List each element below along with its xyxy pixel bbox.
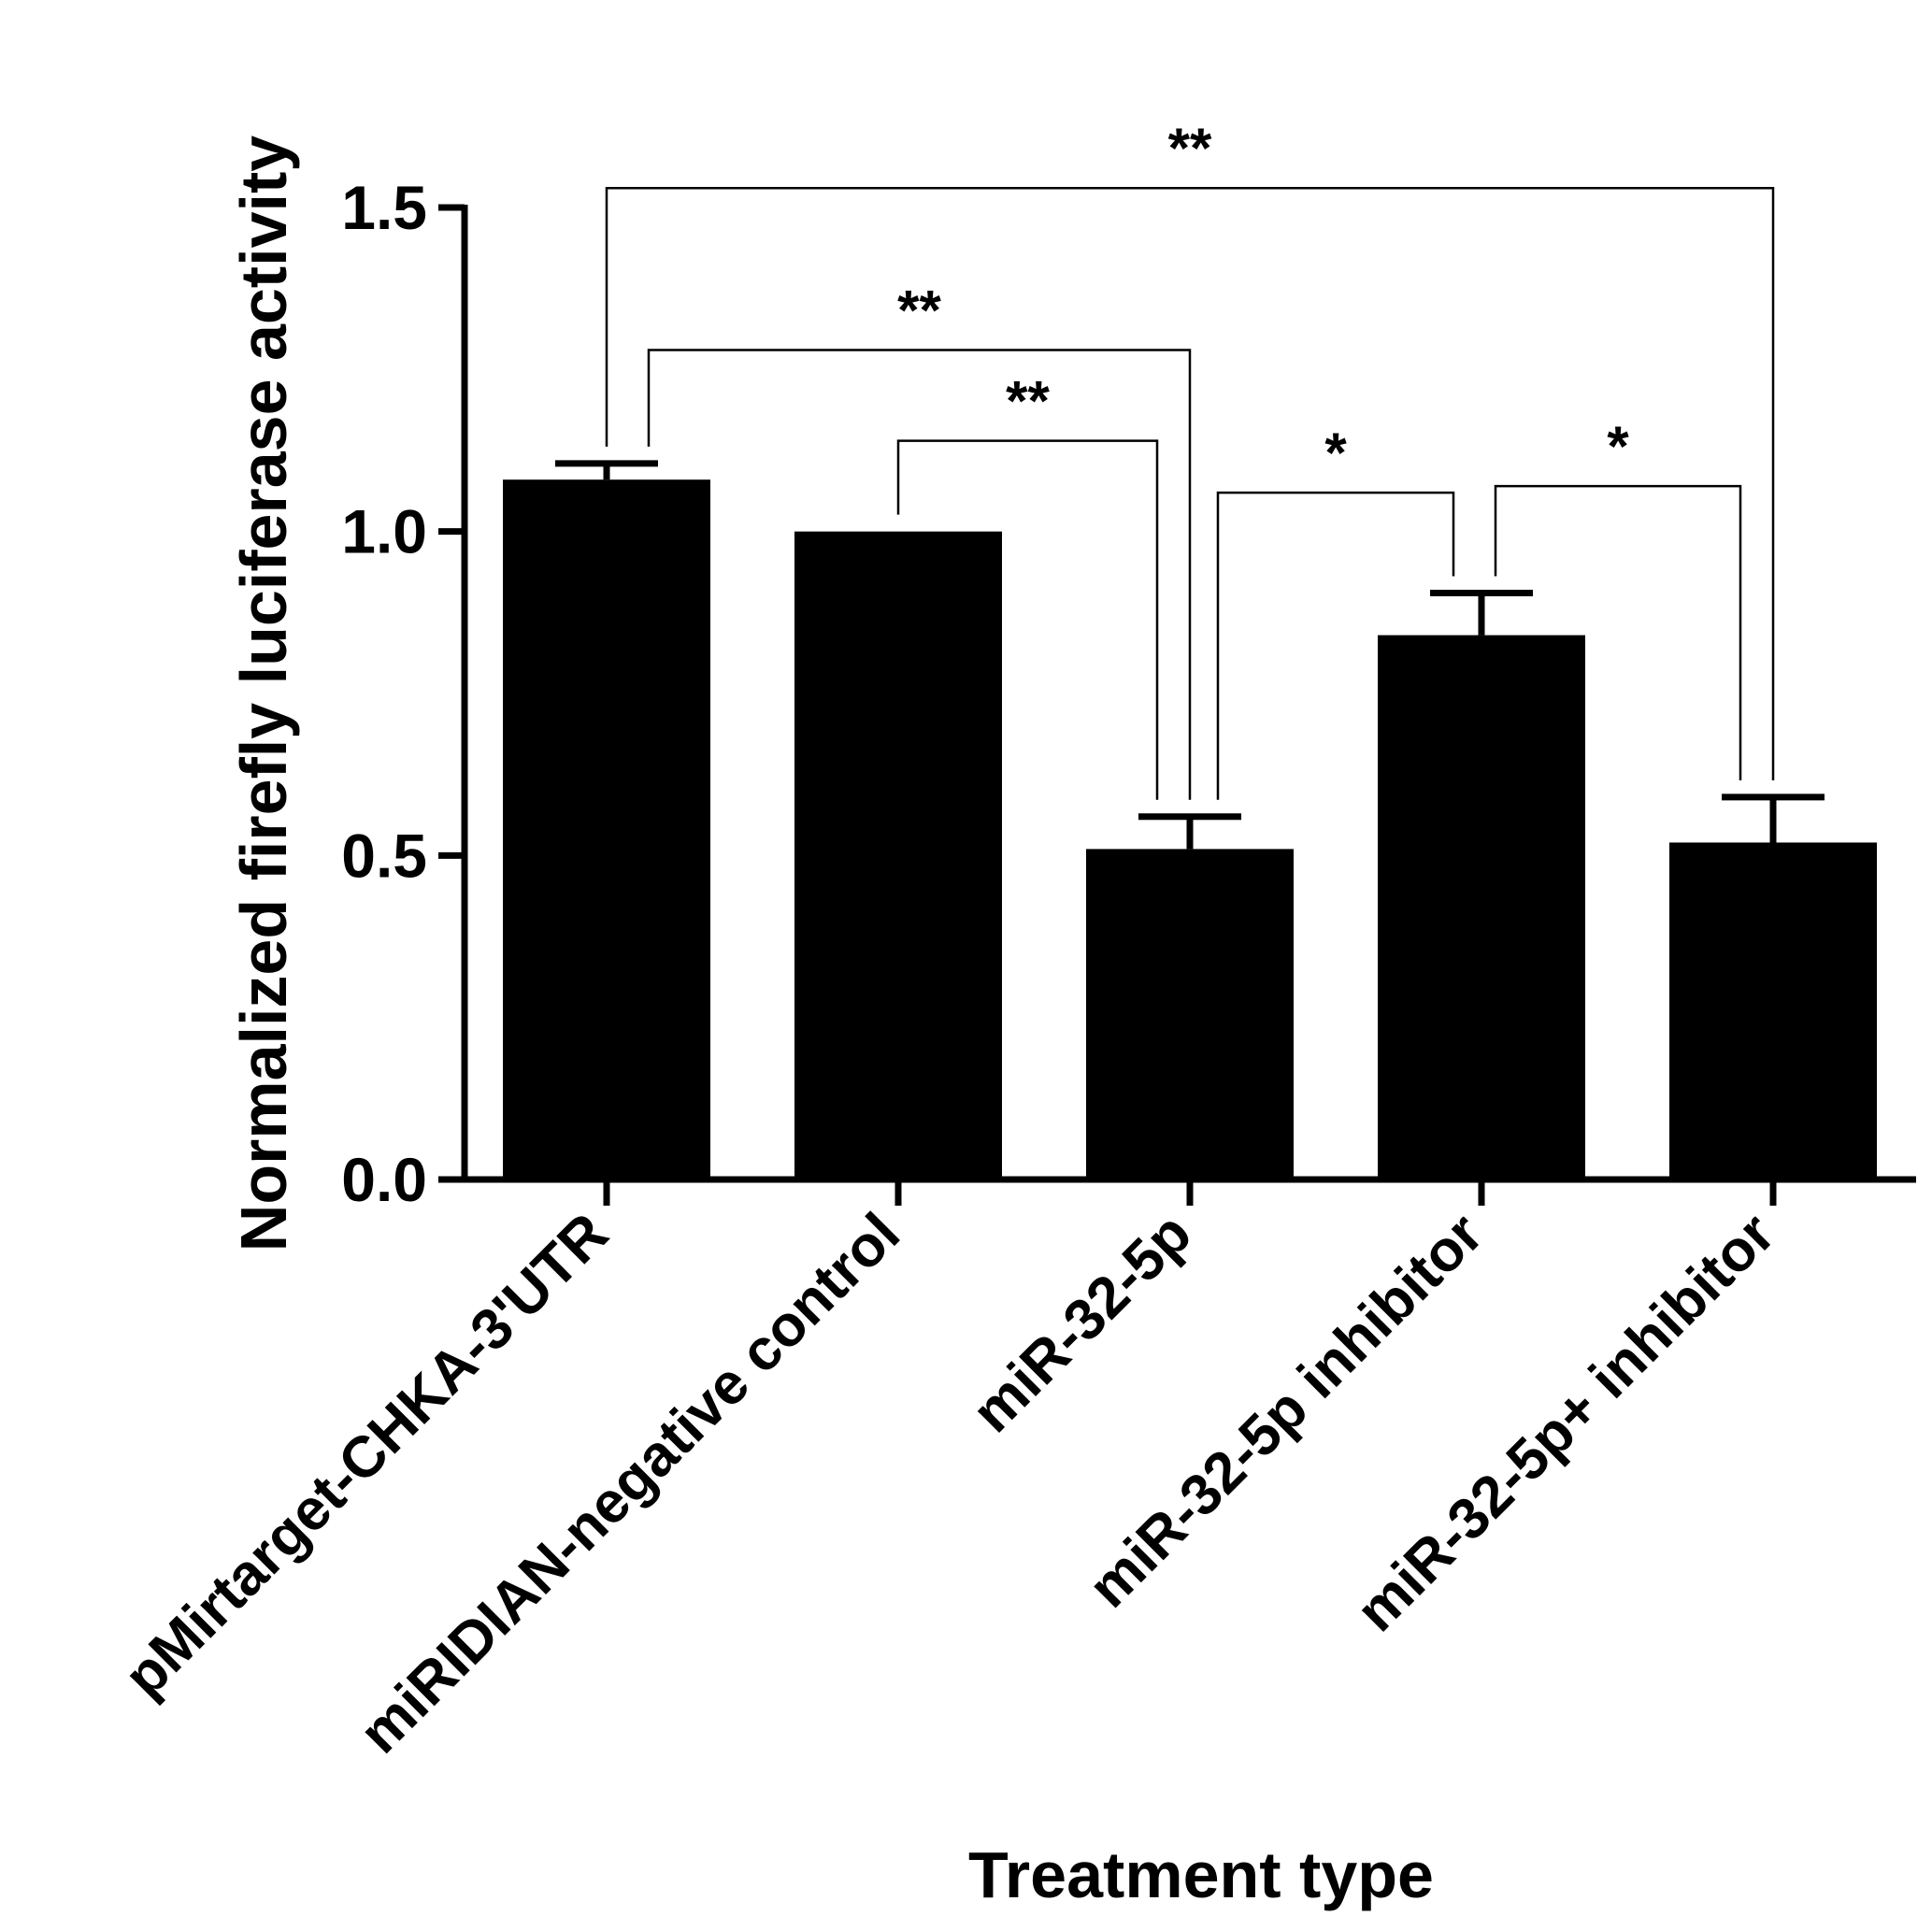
y-tick-label: 1.0 (341, 497, 427, 566)
significance-label: * (1324, 422, 1347, 484)
error-bar-3 (1138, 813, 1241, 850)
bar-3 (1086, 849, 1294, 1179)
significance-label: * (1607, 415, 1629, 478)
x-tick-label: pMirtarget-CHKA-3'UTR (112, 1201, 621, 1709)
bar-4 (1378, 635, 1585, 1179)
bracket-line (1216, 491, 1455, 800)
significance-label: ** (1006, 370, 1050, 433)
significance-bracket-5: * (1494, 415, 1742, 780)
bar-2 (794, 531, 1002, 1179)
x-tick-label: miRIDIAN-negative control (348, 1201, 912, 1766)
error-bar-4 (1430, 590, 1533, 636)
bar-5 (1669, 842, 1877, 1179)
y-axis-title: Normalized firefly luciferase activity (227, 136, 300, 1251)
bracket-line (647, 349, 1192, 800)
bracket-line (605, 186, 1775, 780)
significance-bracket-1: ** (605, 117, 1775, 780)
y-tick-label: 0.0 (341, 1145, 427, 1214)
y-tick-label: 1.5 (341, 173, 427, 242)
bracket-line (1494, 484, 1742, 780)
significance-bracket-2: ** (647, 279, 1192, 800)
significance-label: ** (897, 279, 941, 342)
significance-bracket-4: * (1216, 422, 1455, 800)
bracket-line (896, 439, 1159, 800)
bar-1 (503, 479, 710, 1179)
error-bar-5 (1722, 793, 1825, 843)
error-bar-1 (555, 460, 658, 480)
significance-bracket-3: ** (896, 370, 1159, 800)
x-axis-title: Treatment type (968, 1838, 1434, 1911)
y-tick-label: 0.5 (341, 821, 427, 890)
x-tick-label: miR-32-5p (960, 1201, 1204, 1445)
significance-label: ** (1168, 117, 1212, 179)
